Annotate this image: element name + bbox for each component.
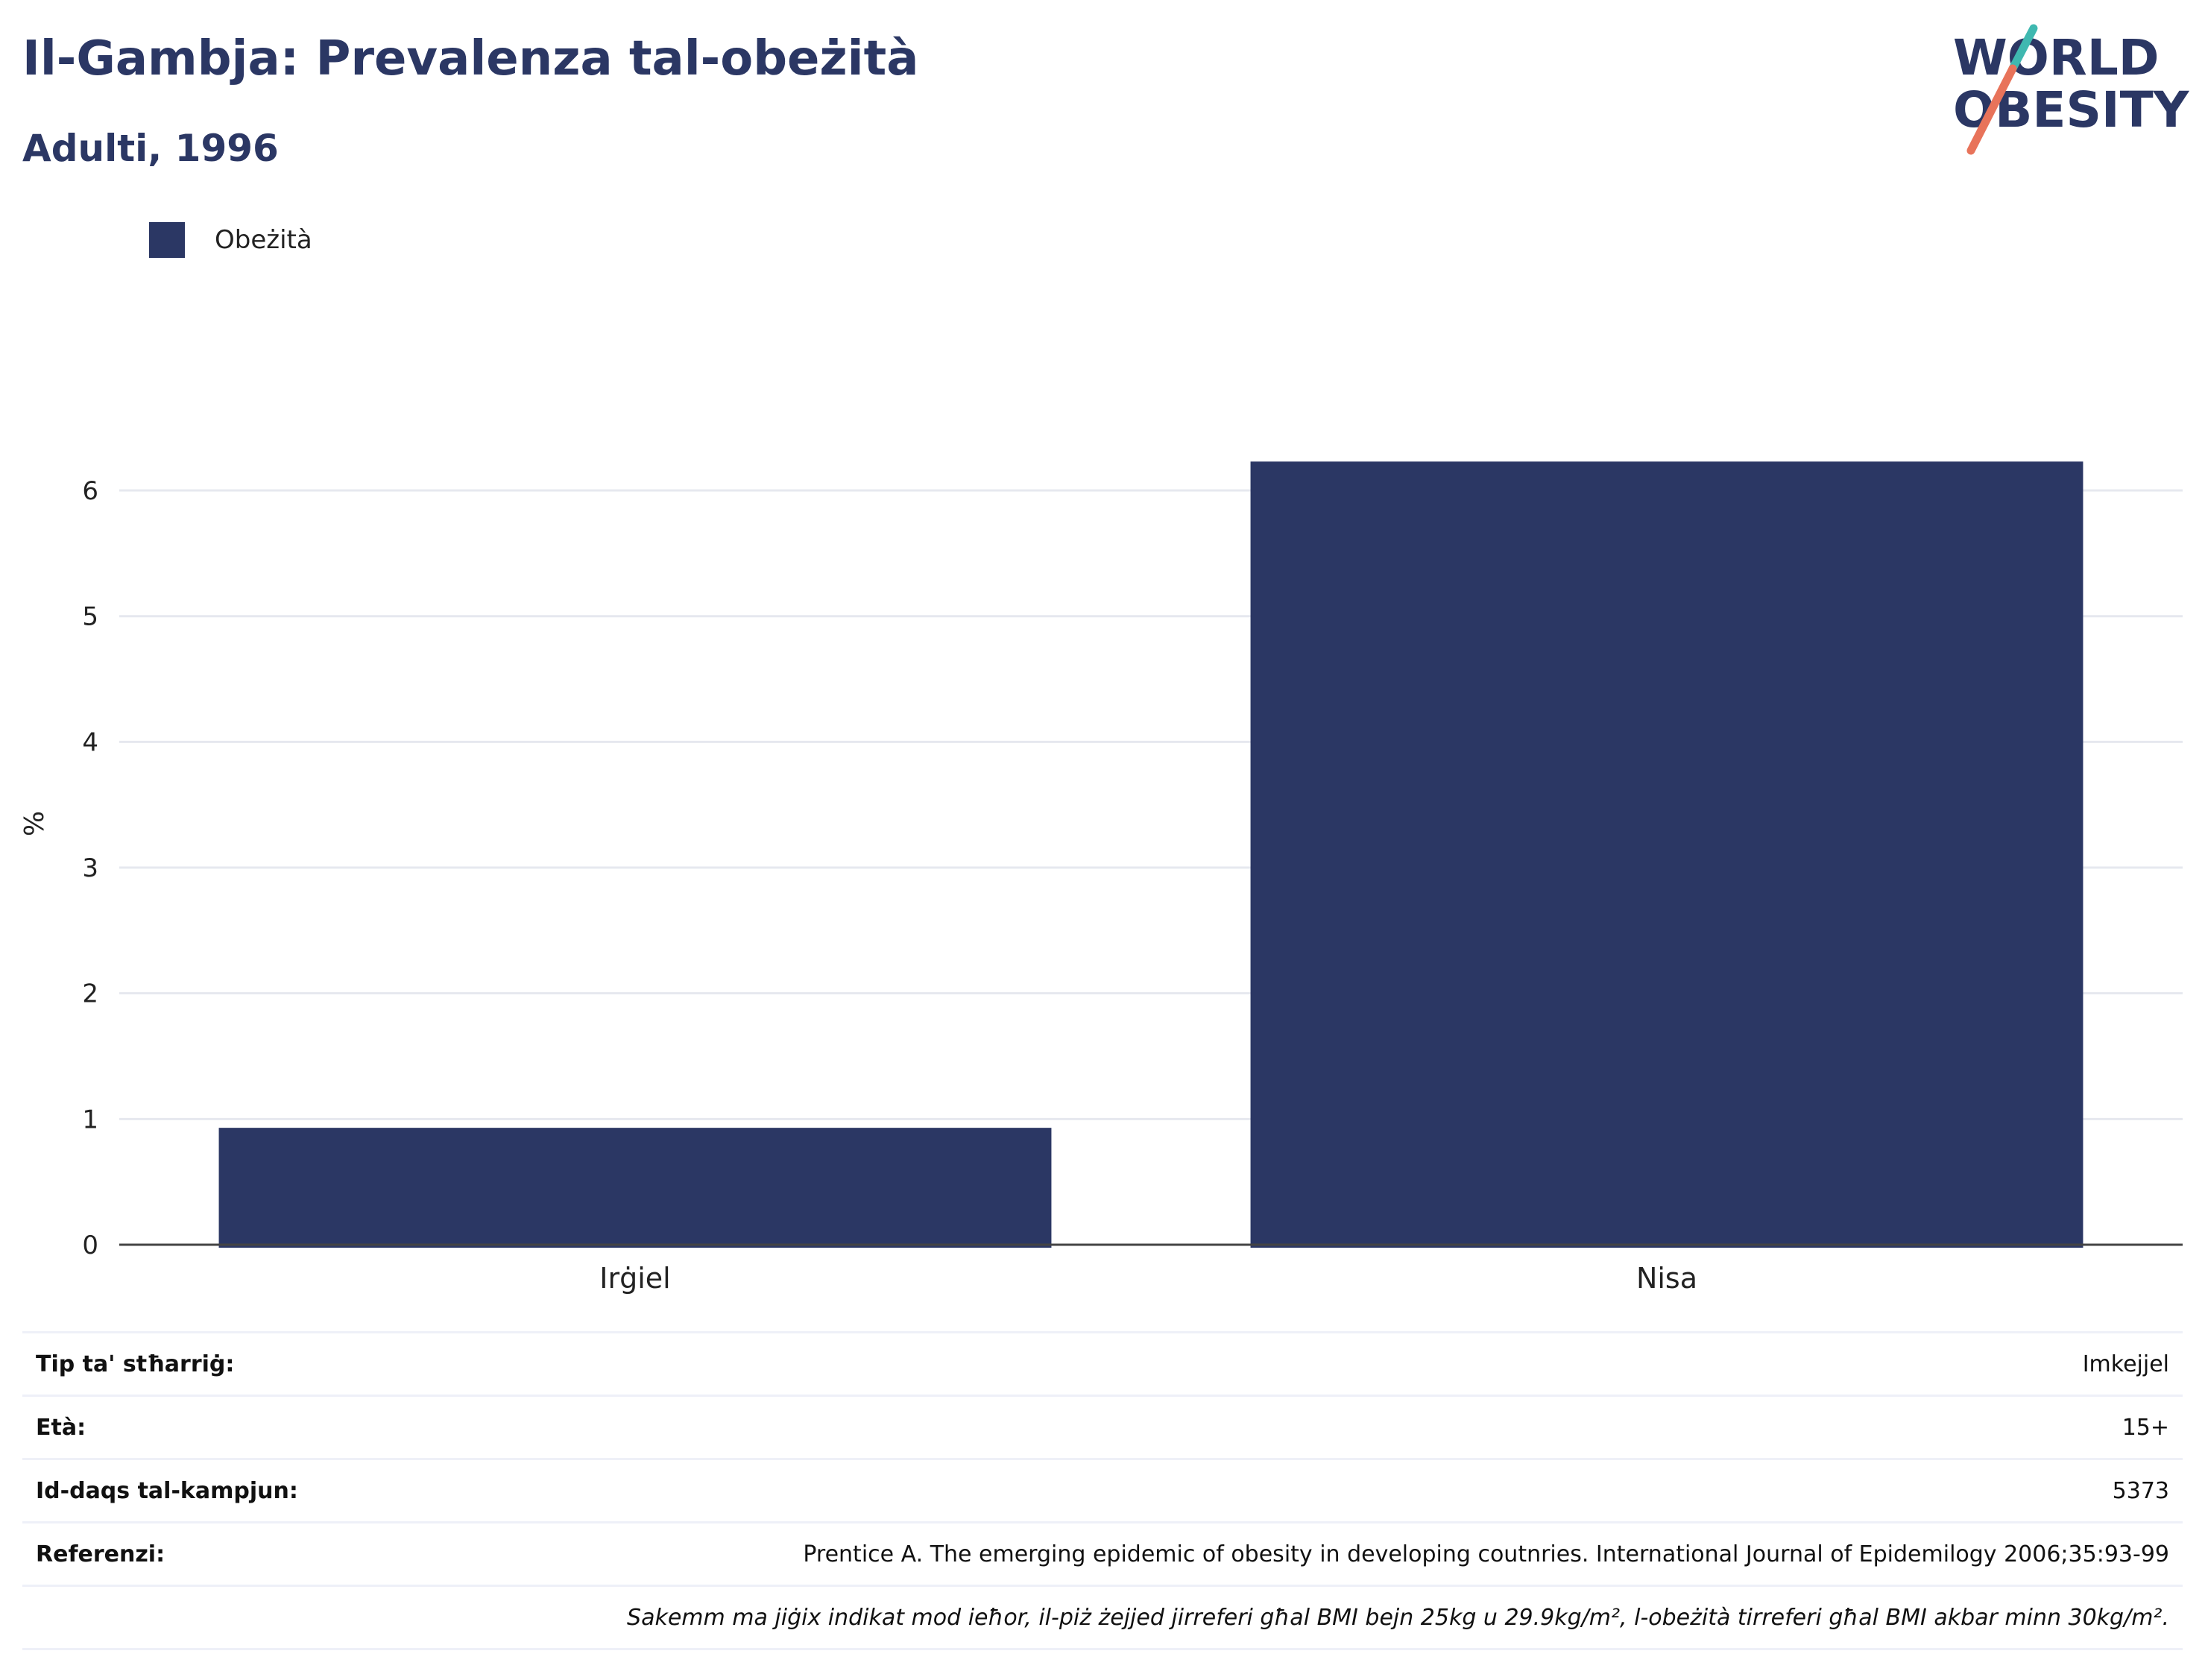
info-key: Tip ta' stħarriġ:	[22, 1331, 394, 1397]
y-tick-label: 0	[82, 1231, 98, 1260]
x-tick-label: Nisa	[1636, 1262, 1697, 1295]
legend-label-obesity: Obeżità	[215, 225, 312, 255]
y-tick-label: 1	[82, 1105, 98, 1134]
logo-slash-bottom	[1966, 64, 2017, 155]
info-row: Referenzi: Prentice A. The emerging epide…	[22, 1522, 2183, 1587]
info-value: 15+	[394, 1395, 2183, 1460]
bar-chart: 0 1 2 3 4 5 6 Irġiel Nisa %	[19, 461, 2183, 1295]
info-row: Età: 15+	[22, 1395, 2183, 1460]
logo-slash-top	[2008, 24, 2038, 73]
legend-swatch-obesity	[149, 222, 185, 258]
y-tick-label: 3	[82, 853, 98, 883]
world-obesity-logo: WORLD OBESITY	[1953, 24, 2190, 155]
info-key: Id-daqs tal-kampjun:	[22, 1459, 394, 1523]
info-note-row: Sakemm ma jiġix indikat mod ieħor, il-pi…	[22, 1585, 2183, 1650]
info-row: Id-daqs tal-kampjun: 5373	[22, 1459, 2183, 1523]
info-key: Referenzi:	[22, 1522, 394, 1587]
info-value: 5373	[394, 1459, 2183, 1523]
bars	[218, 461, 2083, 1248]
info-key: Età:	[22, 1395, 394, 1460]
info-row: Tip ta' stħarriġ: Imkejjel	[22, 1331, 2183, 1397]
y-axis-label: %	[19, 811, 50, 836]
info-value: Imkejjel	[394, 1331, 2183, 1397]
x-tick-label: Irġiel	[599, 1262, 670, 1295]
y-tick-label: 2	[82, 979, 98, 1009]
logo-text-world: WORLD	[1953, 29, 2160, 86]
chart-subtitle: Adulti, 1996	[22, 127, 279, 170]
info-value: Prentice A. The emerging epidemic of obe…	[394, 1522, 2183, 1587]
bmi-definition-note: Sakemm ma jiġix indikat mod ieħor, il-pi…	[22, 1585, 2183, 1650]
survey-info-table: Tip ta' stħarriġ: Imkejjel Età: 15+ Id-daqs …	[22, 1331, 2183, 1650]
chart-legend[interactable]: Obeżità	[149, 222, 312, 258]
chart-title: Il-Gambja: Prevalenza tal-obeżità	[22, 31, 919, 86]
y-tick-labels: 0 1 2 3 4 5 6	[82, 476, 98, 1260]
y-tick-label: 4	[82, 727, 98, 757]
bar-women[interactable]	[1250, 461, 2083, 1248]
y-tick-label: 6	[82, 476, 98, 506]
y-tick-label: 5	[82, 602, 98, 632]
bar-men[interactable]	[218, 1128, 1052, 1248]
x-tick-labels: Irġiel Nisa	[599, 1262, 1697, 1295]
